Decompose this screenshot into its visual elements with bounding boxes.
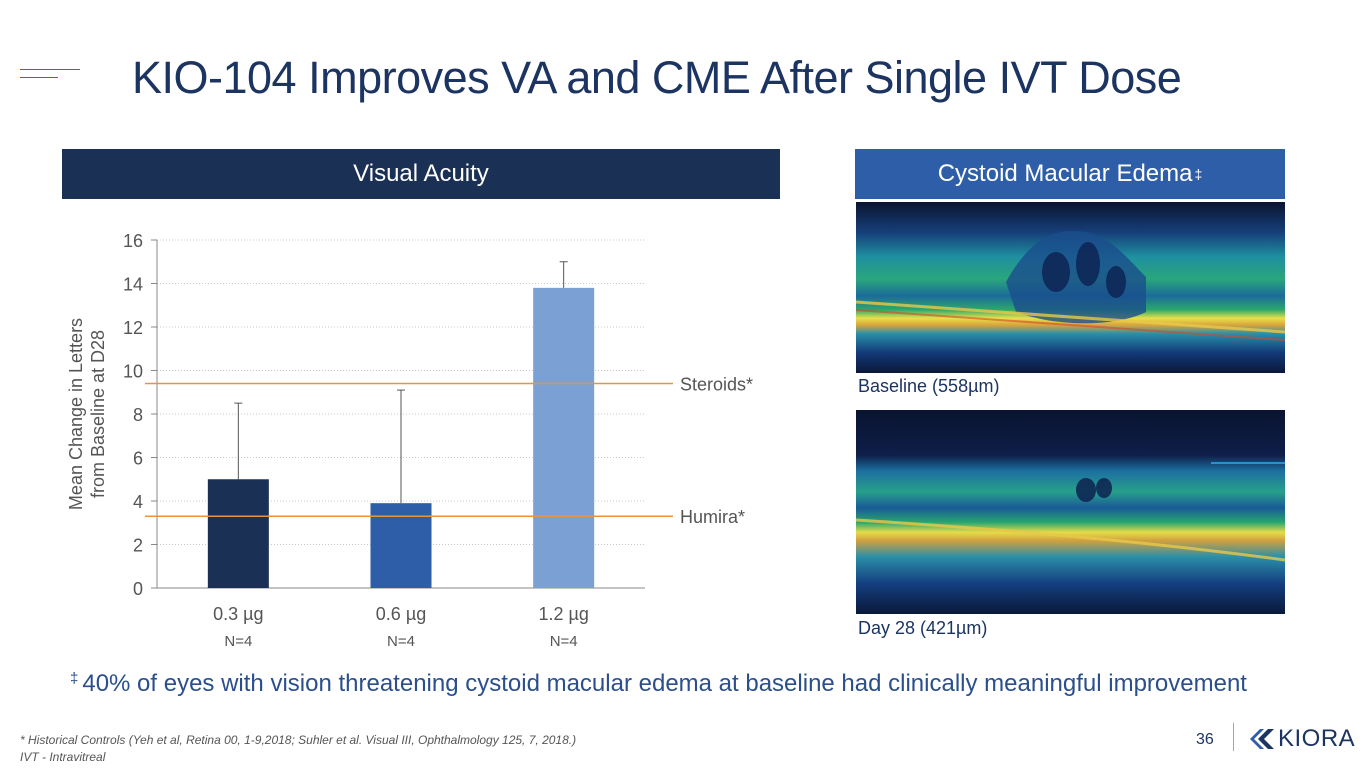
footnote-references: * Historical Controls (Yeh et al, Retina… — [20, 733, 577, 747]
y-tick-label: 12 — [123, 318, 143, 338]
y-axis-label-line1: Mean Change in Letters — [66, 318, 86, 510]
visual-acuity-chart: 0 2 4 6 8 10 12 14 16 Mean Change in Letters from … — [66, 231, 753, 650]
cme-header-label: Cystoid Macular Edema — [937, 160, 1193, 187]
oct-baseline-caption: Baseline (558µm) — [858, 376, 1000, 396]
footnote-main: ‡ 40% of eyes with vision threatening cys… — [70, 670, 1247, 698]
y-tick-label: 0 — [133, 579, 143, 599]
y-tick-label: 4 — [133, 492, 143, 512]
reference-line-label: Steroids* — [680, 375, 753, 395]
y-tick-label: 8 — [133, 405, 143, 425]
x-sublabel: N=4 — [387, 633, 415, 650]
decorative-line-bottom — [20, 77, 58, 78]
footnote-ivt: IVT - Intravitreal — [20, 750, 106, 764]
logo-text: KIORA — [1278, 725, 1356, 752]
footnote-main-text: 40% of eyes with vision threatening cyst… — [82, 670, 1247, 697]
decorative-line-top — [20, 69, 80, 70]
x-tick-label: 0.6 µg — [376, 604, 426, 624]
bar — [533, 287, 595, 588]
bar — [370, 503, 432, 588]
kiora-k-mark-icon — [1250, 729, 1274, 749]
y-tick-label: 10 — [123, 362, 143, 382]
slide-title: KIO-104 Improves VA and CME After Single… — [132, 52, 1182, 103]
y-tick-label: 14 — [123, 275, 143, 295]
y-tick-label: 16 — [123, 231, 143, 251]
cme-header-mark: ‡ — [1194, 166, 1203, 182]
x-sublabel: N=4 — [224, 633, 252, 650]
x-tick-label: 1.2 µg — [538, 604, 588, 624]
y-axis-label-line2: from Baseline at D28 — [88, 330, 108, 498]
oct-day28-caption: Day 28 (421µm) — [858, 618, 988, 638]
reference-line-label: Humira* — [680, 507, 745, 527]
oct-scan-baseline-image — [856, 202, 1285, 373]
page-number: 36 — [1196, 731, 1214, 748]
company-logo: KIORA — [1248, 725, 1355, 753]
visual-acuity-header-label: Visual Acuity — [353, 160, 489, 187]
y-tick-label: 6 — [133, 449, 143, 469]
oct-scan-day28-image — [856, 410, 1285, 614]
y-tick-label: 2 — [133, 536, 143, 556]
x-tick-label: 0.3 µg — [213, 604, 263, 624]
footnote-main-mark: ‡ — [70, 670, 79, 687]
logo-separator — [1233, 723, 1234, 751]
x-sublabel: N=4 — [550, 633, 578, 650]
bar — [207, 479, 269, 588]
visual-acuity-header: Visual Acuity — [62, 149, 780, 199]
cme-header: Cystoid Macular Edema ‡ — [855, 149, 1285, 199]
